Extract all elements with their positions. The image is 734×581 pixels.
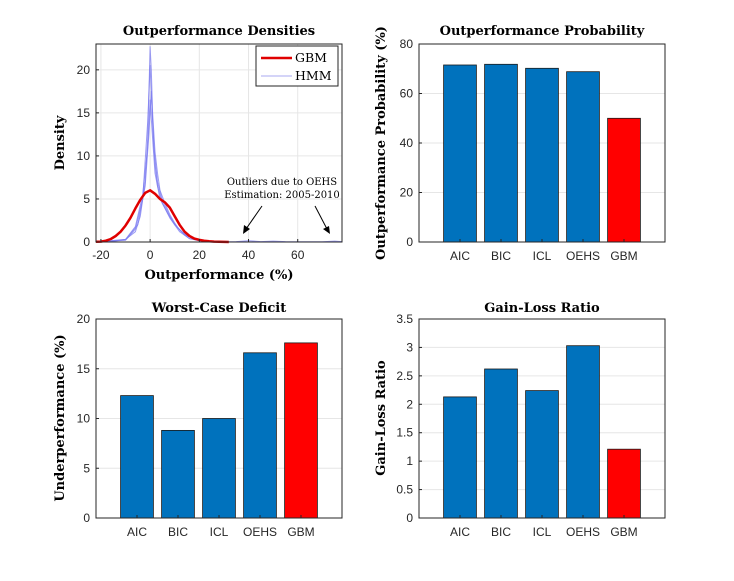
probability-xtick-label-aic: AIC xyxy=(450,249,470,263)
annotation-arrowhead-left xyxy=(243,225,250,234)
gainloss-ylabel: Gain-Loss Ratio xyxy=(374,360,389,476)
legend-box xyxy=(255,45,339,87)
deficit-ytick-label: 0 xyxy=(83,511,90,525)
gainloss-xtick-label-gbm: GBM xyxy=(610,525,637,539)
probability-bar-aic xyxy=(443,64,477,243)
deficit-bars xyxy=(120,342,318,519)
gainloss-ytick-label: 2.5 xyxy=(396,369,413,383)
densities-legend: GBM HMM xyxy=(255,45,339,87)
densities-xlabel: Outperformance (%) xyxy=(144,268,293,283)
series-line-hmm-4 xyxy=(95,90,220,243)
densities-panel: Outperformance Densities Outperformance … xyxy=(53,24,343,283)
densities-axes-box xyxy=(95,43,343,243)
series-line-hmm-3 xyxy=(95,99,224,243)
legend-gbm-label: GBM xyxy=(295,50,327,65)
deficit-bar-bic xyxy=(161,429,195,519)
legend-hmm-label: HMM xyxy=(295,68,332,83)
gainloss-ytick-label: 3 xyxy=(406,340,413,354)
deficit-ytick-label: 15 xyxy=(77,362,91,376)
deficit-xtick-label-aic: AIC xyxy=(127,525,147,539)
deficit-ytick-label: 20 xyxy=(77,312,91,326)
gainloss-title: Gain-Loss Ratio xyxy=(484,301,600,316)
annotation-arrow-left xyxy=(245,205,263,230)
probability-ylabel: Outperformance Probability (%) xyxy=(374,26,389,260)
deficit-ticks: 0 5 10 15 20 AIC BIC ICL OEHS GBM xyxy=(77,312,315,539)
deficit-ylabel: Underperformance (%) xyxy=(53,334,68,501)
deficit-xtick-label-icl: ICL xyxy=(210,525,229,539)
densities-ytick-label: 0 xyxy=(83,235,90,249)
gainloss-xtick-label-bic: BIC xyxy=(491,525,511,539)
densities-lines xyxy=(95,46,343,244)
gainloss-bars xyxy=(443,345,641,519)
deficit-bar-icl xyxy=(202,418,236,519)
gainloss-bar-oehs xyxy=(566,345,600,519)
deficit-bar-gbm xyxy=(284,342,318,519)
densities-ytick-label: 10 xyxy=(77,149,91,163)
probability-ytick-label: 0 xyxy=(406,235,413,249)
deficit-bar-aic xyxy=(120,395,154,519)
gainloss-ticks: 0 0.5 1 1.5 2 2.5 3 3.5 AIC BIC ICL OEHS GBM xyxy=(396,312,637,539)
densities-annotation: Outliers due to OEHS Estimation: 2005-20… xyxy=(224,177,340,234)
probability-xtick-label-bic: BIC xyxy=(491,249,511,263)
gainloss-bar-gbm xyxy=(607,448,641,519)
probability-xtick-label-gbm: GBM xyxy=(610,249,637,263)
gainloss-xtick-label-aic: AIC xyxy=(450,525,470,539)
densities-ytick-label: 5 xyxy=(83,192,90,206)
deficit-bar-oehs xyxy=(243,352,277,519)
series-line-hmm-2 xyxy=(95,65,224,243)
gainloss-ytick-label: 0 xyxy=(406,511,413,525)
deficit-xtick-label-bic: BIC xyxy=(168,525,188,539)
deficit-ytick-label: 10 xyxy=(77,412,91,426)
densities-ytick-label: 20 xyxy=(77,63,91,77)
probability-ytick-label: 40 xyxy=(400,136,414,150)
probability-title: Outperformance Probability xyxy=(440,24,645,39)
gainloss-panel: Gain-Loss Ratio Gain-Loss Ratio 0 0.5 1 1.5… xyxy=(374,301,666,539)
annotation-arrow-right xyxy=(314,205,328,230)
gainloss-xtick-label-oehs: OEHS xyxy=(566,525,600,539)
deficit-xtick-label-gbm: GBM xyxy=(287,525,314,539)
probability-bar-bic xyxy=(484,63,518,243)
densities-title: Outperformance Densities xyxy=(123,24,315,39)
probability-xtick-label-oehs: OEHS xyxy=(566,249,600,263)
annotation-line-2: Estimation: 2005-2010 xyxy=(224,190,340,201)
probability-ticks: 0 20 40 60 80 AIC BIC ICL OEHS GBM xyxy=(400,37,638,263)
probability-bars xyxy=(443,63,641,243)
probability-xtick-label-icl: ICL xyxy=(533,249,552,263)
gainloss-bar-icl xyxy=(525,390,559,519)
deficit-title: Worst-Case Deficit xyxy=(151,301,287,316)
gainloss-ytick-label: 0.5 xyxy=(396,483,413,497)
gainloss-xtick-label-icl: ICL xyxy=(533,525,552,539)
series-line-gbm xyxy=(95,189,229,244)
densities-xtick-label: 60 xyxy=(291,248,305,262)
probability-ytick-label: 80 xyxy=(400,37,414,51)
densities-ylabel: Density xyxy=(53,115,68,170)
probability-bar-oehs xyxy=(566,71,600,243)
gainloss-ytick-label: 2 xyxy=(406,397,413,411)
probability-ytick-label: 20 xyxy=(400,186,414,200)
annotation-arrowhead-right xyxy=(323,226,330,234)
densities-xtick-label: 40 xyxy=(242,248,256,262)
densities-xtick-label: 0 xyxy=(147,248,154,262)
gainloss-ytick-label: 1.5 xyxy=(396,426,413,440)
probability-bar-gbm xyxy=(607,117,641,243)
densities-xtick-label: 20 xyxy=(193,248,207,262)
gainloss-ytick-label: 3.5 xyxy=(396,312,413,326)
densities-ytick-label: 15 xyxy=(77,106,91,120)
probability-ytick-label: 60 xyxy=(400,87,414,101)
probability-panel: Outperformance Probability Outperformanc… xyxy=(374,24,666,263)
deficit-panel: Worst-Case Deficit Underperformance (%) … xyxy=(53,301,343,539)
gainloss-bar-bic xyxy=(484,368,518,519)
gainloss-ytick-label: 1 xyxy=(406,454,413,468)
gainloss-bar-aic xyxy=(443,396,477,519)
densities-xtick-label: -20 xyxy=(92,248,110,262)
annotation-line-1: Outliers due to OEHS xyxy=(227,177,337,188)
probability-bar-icl xyxy=(525,67,559,243)
deficit-xtick-label-oehs: OEHS xyxy=(243,525,277,539)
deficit-ytick-label: 5 xyxy=(83,461,90,475)
